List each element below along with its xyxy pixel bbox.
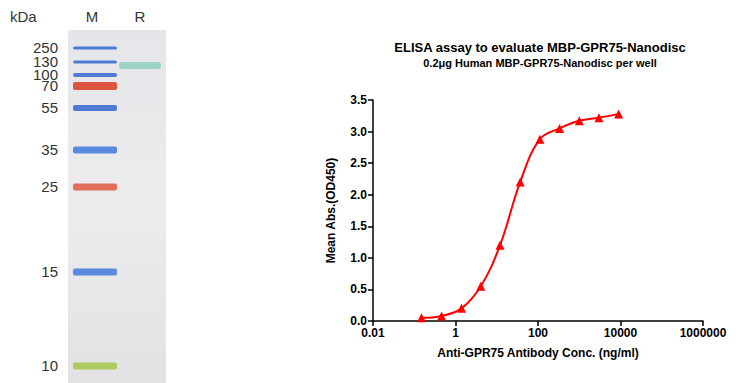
svg-text:0.01: 0.01: [361, 326, 385, 340]
svg-text:R: R: [135, 8, 146, 25]
svg-text:3.5: 3.5: [350, 93, 367, 107]
svg-text:250: 250: [33, 39, 58, 56]
svg-text:kDa: kDa: [10, 8, 37, 25]
svg-text:M: M: [86, 8, 99, 25]
svg-text:1000000: 1000000: [680, 326, 727, 340]
svg-text:1.0: 1.0: [350, 251, 367, 265]
svg-text:15: 15: [41, 263, 58, 280]
svg-text:2.0: 2.0: [350, 188, 367, 202]
svg-text:130: 130: [33, 53, 58, 70]
svg-text:1.5: 1.5: [350, 219, 367, 233]
svg-text:10000: 10000: [604, 326, 638, 340]
svg-text:Anti-GPR75 Antibody Conc. (ng/: Anti-GPR75 Antibody Conc. (ng/ml): [437, 346, 639, 360]
svg-text:Mean Abs.(OD450): Mean Abs.(OD450): [324, 158, 338, 264]
svg-text:3.0: 3.0: [350, 125, 367, 139]
svg-text:55: 55: [41, 99, 58, 116]
svg-text:100: 100: [33, 66, 58, 83]
svg-text:0.2μg Human MBP-GPR75-Nanodisc: 0.2μg Human MBP-GPR75-Nanodisc per well: [423, 57, 657, 69]
svg-text:0.0: 0.0: [350, 314, 367, 328]
svg-text:25: 25: [41, 178, 58, 195]
svg-text:10: 10: [41, 357, 58, 374]
svg-text:1: 1: [452, 326, 459, 340]
svg-text:100: 100: [528, 326, 548, 340]
svg-text:ELISA assay to evaluate MBP-GP: ELISA assay to evaluate MBP-GPR75-Nanodi…: [394, 40, 685, 55]
svg-text:35: 35: [41, 141, 58, 158]
svg-text:70: 70: [41, 77, 58, 94]
svg-text:2.5: 2.5: [350, 156, 367, 170]
svg-text:0.5: 0.5: [350, 282, 367, 296]
